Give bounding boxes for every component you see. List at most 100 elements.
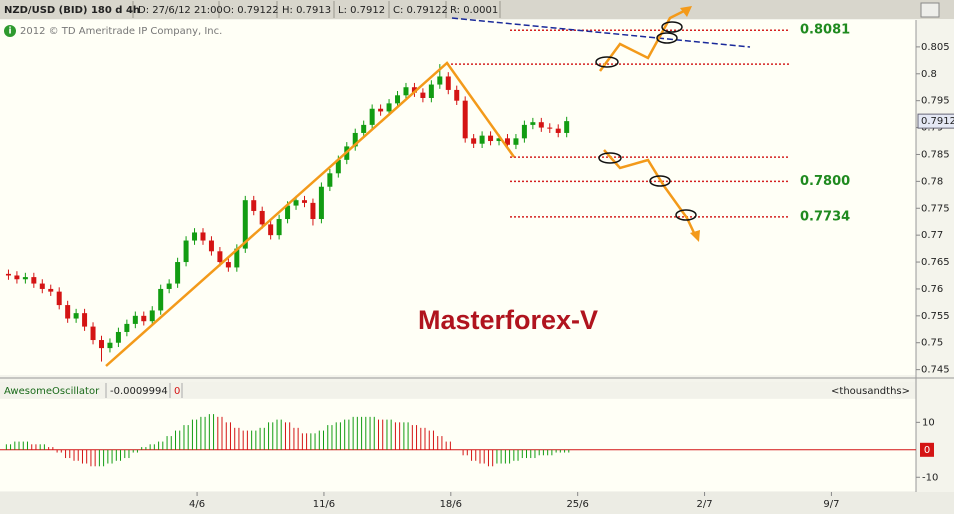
open: O: 0.79122 bbox=[223, 5, 279, 16]
candle-body bbox=[149, 310, 155, 322]
candle-body bbox=[403, 87, 409, 96]
candle-body bbox=[115, 331, 121, 343]
candle-body bbox=[217, 251, 223, 263]
candle-body bbox=[268, 224, 274, 236]
candle-body bbox=[479, 135, 485, 144]
markers bbox=[595, 21, 697, 221]
candle-body bbox=[318, 186, 324, 220]
candle-body bbox=[327, 173, 333, 187]
y-tick-label: 0.795 bbox=[921, 96, 950, 107]
x-tick-label: 4/6 bbox=[189, 499, 205, 510]
x-tick-label: 18/6 bbox=[440, 499, 462, 510]
candle-body bbox=[5, 273, 11, 276]
indicator-units: <thousandths> bbox=[831, 386, 910, 397]
candle-body bbox=[378, 108, 384, 112]
y-tick-label: 0.755 bbox=[921, 311, 950, 322]
oscillator-header bbox=[0, 382, 916, 398]
y-tick-label: 0.78 bbox=[921, 176, 943, 187]
candle-body bbox=[31, 277, 37, 284]
candle-body bbox=[259, 210, 265, 225]
y-tick-label: 0.8 bbox=[921, 69, 937, 80]
candle-body bbox=[234, 248, 240, 268]
candle-body bbox=[488, 135, 494, 142]
y-tick-label: 0.745 bbox=[921, 365, 950, 376]
x-tick-label: 11/6 bbox=[313, 499, 335, 510]
candle-body bbox=[496, 138, 502, 142]
candle-body bbox=[208, 240, 214, 252]
candle-body bbox=[200, 232, 206, 241]
candle-body bbox=[73, 313, 79, 319]
candle-body bbox=[175, 262, 181, 284]
symbol: NZD/USD (BID) 180 d 4h bbox=[4, 5, 140, 16]
last-price-box bbox=[917, 113, 954, 129]
candle-body bbox=[564, 121, 570, 133]
candle-body bbox=[90, 326, 96, 341]
high: H: 0.7913 bbox=[282, 5, 331, 16]
y-tick-label: 0.785 bbox=[921, 149, 950, 160]
candle-body bbox=[538, 122, 544, 128]
level-label: 0.7800 bbox=[800, 174, 850, 189]
x-tick-label: 25/6 bbox=[566, 499, 588, 510]
candle-body bbox=[454, 89, 460, 101]
candle-body bbox=[445, 76, 451, 90]
y-tick-label: 0.77 bbox=[921, 230, 943, 241]
candle-body bbox=[547, 127, 553, 129]
candle-body bbox=[513, 138, 519, 145]
date: D: 27/6/12 21:00 bbox=[138, 5, 223, 16]
candle-body bbox=[242, 200, 248, 249]
candle-body bbox=[437, 76, 443, 85]
watermark: Masterforex-V bbox=[418, 305, 598, 335]
zero-box bbox=[920, 442, 934, 457]
window-button[interactable] bbox=[920, 2, 940, 18]
candle-body bbox=[462, 100, 468, 139]
candle-body bbox=[301, 200, 307, 203]
candle-body bbox=[335, 159, 341, 174]
y-tick-label: -10 bbox=[922, 472, 938, 483]
candle-body bbox=[124, 323, 130, 332]
candle-body bbox=[293, 200, 299, 206]
candle-body bbox=[285, 205, 291, 220]
candle-body bbox=[39, 283, 45, 289]
projection-up bbox=[598, 8, 687, 72]
oscillator-plot bbox=[0, 399, 916, 491]
x-tick-label: 9/7 bbox=[823, 499, 839, 510]
candle-body bbox=[420, 92, 426, 98]
candle-body bbox=[276, 219, 282, 236]
candle-body bbox=[530, 122, 536, 125]
candle-body bbox=[471, 138, 477, 144]
low: L: 0.7912 bbox=[338, 5, 385, 16]
candle-body bbox=[107, 342, 113, 349]
candle-body bbox=[395, 95, 401, 104]
candle-body bbox=[555, 128, 561, 133]
info-icon-glyph: i bbox=[8, 27, 11, 37]
y-tick-label: 10 bbox=[922, 417, 935, 428]
candle-body bbox=[22, 277, 28, 280]
info-icon[interactable] bbox=[4, 25, 16, 37]
candle-body bbox=[411, 87, 417, 93]
y-tick-label: 0.805 bbox=[921, 42, 950, 53]
toolbar-cells bbox=[132, 1, 501, 18]
candle-body bbox=[428, 84, 434, 98]
y-tick-label: 0.75 bbox=[921, 338, 943, 349]
candle-body bbox=[521, 124, 527, 139]
y-tick-label: 0.76 bbox=[921, 284, 943, 295]
candle-body bbox=[14, 275, 20, 280]
candle-body bbox=[132, 315, 138, 324]
arrow-up bbox=[680, 6, 692, 17]
candle-body bbox=[56, 291, 62, 306]
candle-body bbox=[504, 138, 510, 145]
indicator-name: AwesomeOscillator bbox=[4, 386, 100, 397]
close: C: 0.79122 bbox=[393, 5, 448, 16]
candle-body bbox=[361, 124, 367, 133]
level-label: 0.7734 bbox=[800, 209, 850, 224]
candle-body bbox=[369, 108, 375, 125]
candle-body bbox=[141, 315, 147, 322]
level-label: 0.8081 bbox=[800, 23, 850, 38]
candle-body bbox=[98, 340, 104, 349]
candle-body bbox=[251, 200, 257, 211]
candle-body bbox=[386, 103, 392, 112]
candle-body bbox=[192, 232, 198, 241]
arrow-down bbox=[690, 230, 700, 242]
x-tick-label: 2/7 bbox=[697, 499, 713, 510]
